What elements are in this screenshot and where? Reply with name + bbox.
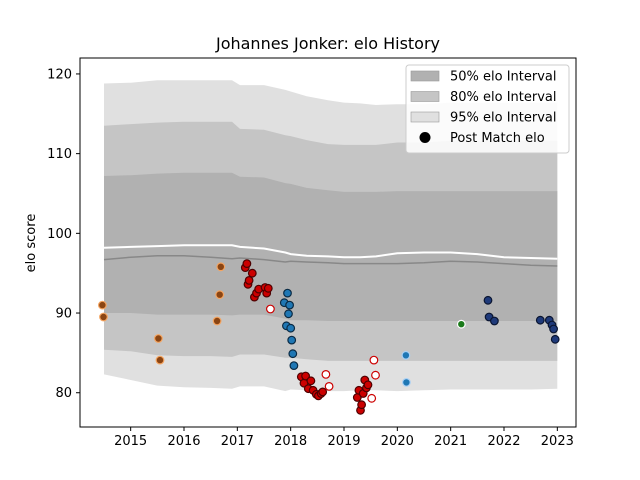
mean-elo-line xyxy=(103,244,558,260)
legend-marker xyxy=(419,132,431,143)
y-tick-label: 90 xyxy=(55,307,72,322)
post-match-elo-point xyxy=(289,361,299,371)
post-match-elo-point xyxy=(285,300,295,310)
post-match-elo-point xyxy=(97,300,107,310)
post-match-elo-point xyxy=(242,259,252,269)
legend-swatch xyxy=(410,111,440,123)
x-tick-label: 2020 xyxy=(381,434,414,449)
post-match-elo-point xyxy=(549,324,558,334)
legend-label: 95% elo Interval xyxy=(450,111,557,126)
post-match-elo-point xyxy=(483,295,493,305)
legend-label: 80% elo Interval xyxy=(450,90,557,105)
x-tick-label: 2015 xyxy=(114,434,147,449)
legend-swatch xyxy=(410,70,440,82)
y-tick-label: 80 xyxy=(55,386,72,401)
chart-title: Johannes Jonker: elo History xyxy=(215,34,440,53)
x-tick-label: 2018 xyxy=(274,434,307,449)
x-tick-label: 2017 xyxy=(221,434,254,449)
post-match-elo-point xyxy=(456,319,466,329)
post-match-elo-point xyxy=(99,312,108,322)
plot-area xyxy=(97,80,560,415)
post-match-elo-point xyxy=(371,370,380,380)
post-match-elo-point xyxy=(301,371,311,381)
y-axis-title: elo score xyxy=(24,214,39,273)
y-tick-label: 120 xyxy=(47,67,72,82)
x-tick-label: 2022 xyxy=(487,434,520,449)
post-match-elo-point xyxy=(216,262,226,272)
post-match-elo-point xyxy=(244,276,254,285)
post-match-elo-point xyxy=(288,349,298,359)
band-50-interval-area xyxy=(104,172,558,321)
post-match-elo-point xyxy=(321,370,331,379)
x-tick-label: 2023 xyxy=(541,434,574,449)
post-match-elo-point xyxy=(367,393,377,403)
post-match-elo-point xyxy=(363,380,373,390)
post-match-elo-point xyxy=(324,382,334,391)
post-match-elo-point xyxy=(284,309,293,319)
post-match-elo-point xyxy=(263,283,273,293)
post-match-elo-point xyxy=(401,350,411,360)
legend-label: 50% elo Interval xyxy=(450,70,557,85)
y-tick-label: 110 xyxy=(47,147,72,162)
legend-box xyxy=(405,64,570,154)
post-match-elo-point xyxy=(357,400,367,410)
post-match-elo-point xyxy=(155,355,165,365)
post-match-elo-point xyxy=(215,290,225,300)
y-tick-label: 100 xyxy=(47,227,72,242)
post-match-elo-point xyxy=(283,288,292,298)
post-match-elo-point xyxy=(535,315,545,325)
x-tick-label: 2019 xyxy=(327,434,360,449)
post-match-elo-point xyxy=(402,378,411,387)
post-match-elo-point xyxy=(286,323,296,333)
median-elo-line xyxy=(103,254,558,267)
post-match-elo-point xyxy=(369,355,379,365)
post-match-elo-point xyxy=(306,376,316,386)
post-match-elo-point xyxy=(550,334,560,344)
post-match-elo-point xyxy=(212,316,222,326)
legend: 50% elo Interval 80% elo Interval 95% elo … xyxy=(405,64,570,154)
x-tick-label: 2016 xyxy=(167,434,200,449)
post-match-elo-point xyxy=(287,335,297,345)
post-match-elo-point xyxy=(153,334,163,343)
axes-frame xyxy=(79,57,577,428)
legend-swatch xyxy=(410,91,440,102)
legend-label: Post Match elo xyxy=(450,131,545,146)
post-match-elo-point xyxy=(266,304,275,314)
post-match-elo-point xyxy=(318,387,328,397)
x-tick-label: 2021 xyxy=(434,434,467,449)
post-match-elo-point xyxy=(490,316,499,326)
post-match-elo-point xyxy=(247,268,257,278)
axes: 2015 2016 2017 2018 2019 2020 2021 2022 2023 80 90… xyxy=(47,57,577,449)
